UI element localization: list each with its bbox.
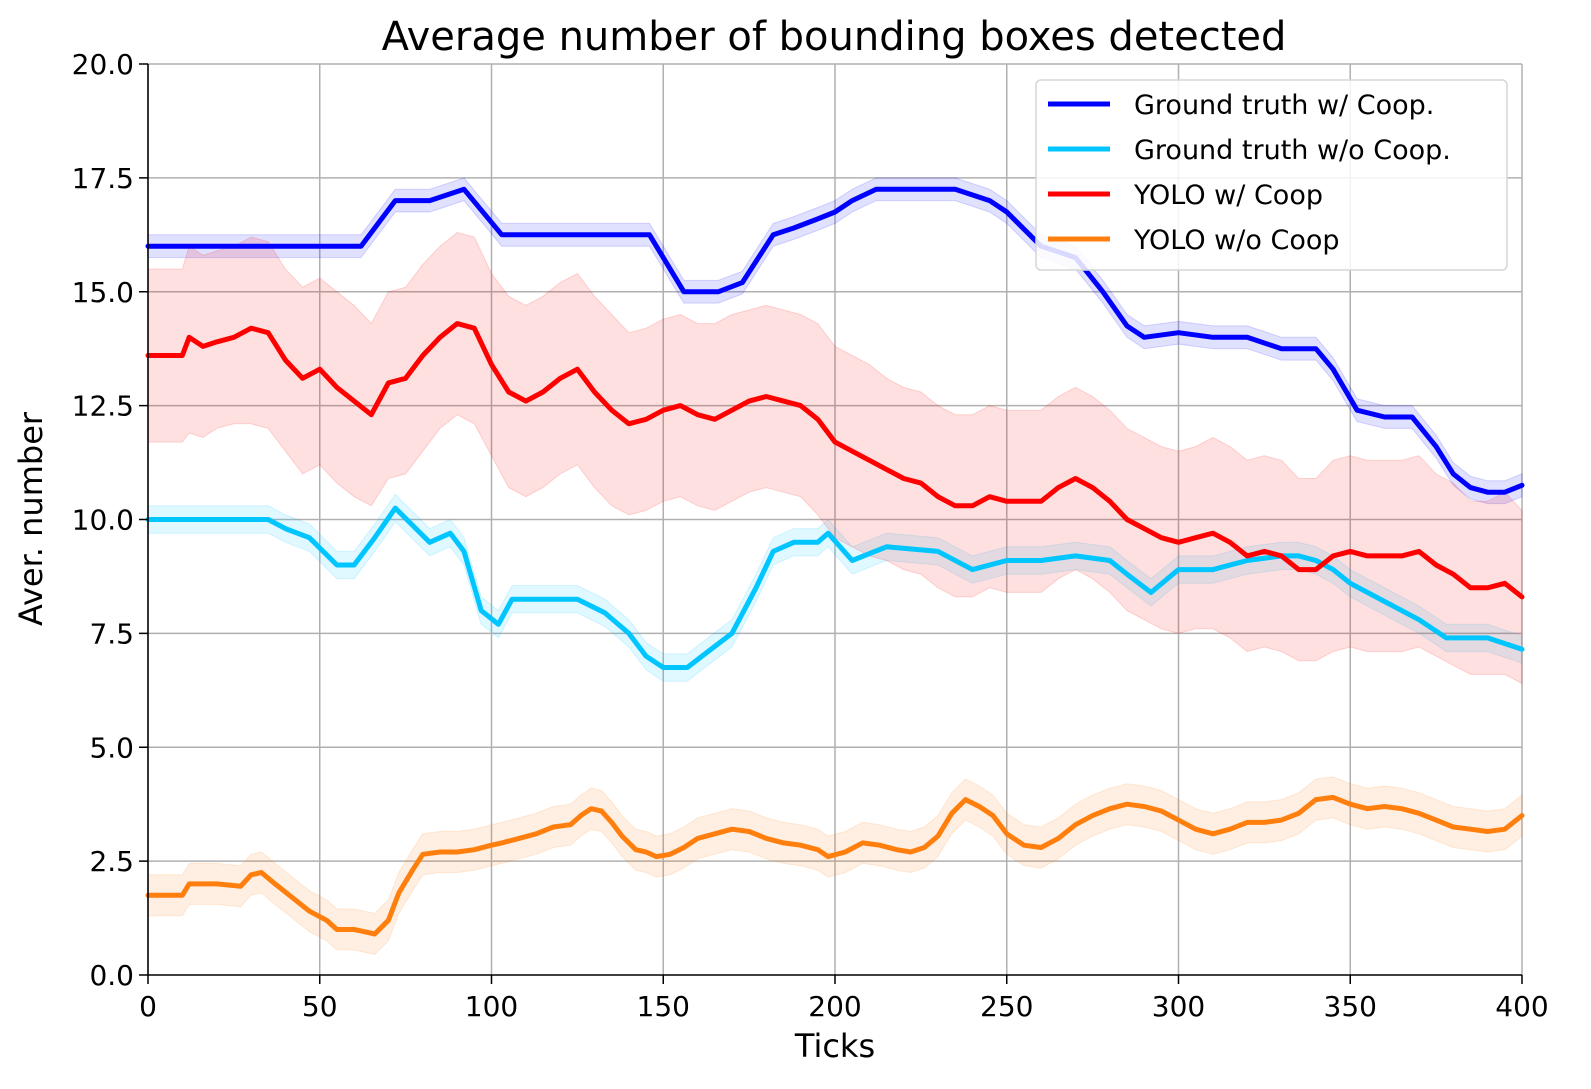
x-tick-label: 200 (808, 990, 861, 1023)
x-tick-label: 150 (637, 990, 690, 1023)
legend: Ground truth w/ Coop. Ground truth w/o Co… (1035, 79, 1508, 271)
x-tick-label: 100 (465, 990, 518, 1023)
legend-frame (1035, 79, 1508, 271)
y-tick-label: 7.5 (89, 617, 134, 650)
series-band-0 (147, 177, 1523, 505)
x-tick-label: 50 (302, 990, 338, 1023)
series-band-1 (147, 493, 1523, 682)
x-tick-label: 350 (1324, 990, 1377, 1023)
x-tick-label: 250 (980, 990, 1033, 1023)
y-tick-label: 20.0 (72, 48, 134, 81)
x-tick-label: 0 (139, 990, 157, 1023)
y-tick-label: 15.0 (72, 276, 134, 309)
y-tick-label: 17.5 (72, 162, 134, 195)
y-axis-label: Aver. number (12, 411, 50, 626)
y-axis-ticks: 0.0 2.5 5.0 7.5 10.0 12.5 15.0 17.5 20.0 (72, 48, 148, 992)
legend-label: Ground truth w/o Coop. (1134, 135, 1451, 166)
x-tick-label: 300 (1152, 990, 1205, 1023)
x-axis-label: Ticks (794, 1027, 875, 1065)
y-tick-label: 5.0 (89, 731, 134, 764)
series-line-2 (145, 321, 1525, 600)
x-axis-ticks: 0 50 100 150 200 250 300 350 400 (139, 975, 1549, 1023)
series-line-3 (145, 794, 1525, 937)
y-tick-label: 2.5 (89, 845, 134, 878)
legend-label: Ground truth w/ Coop. (1134, 90, 1434, 121)
legend-label: YOLO w/ Coop (1133, 180, 1323, 211)
y-tick-label: 12.5 (72, 390, 134, 423)
series-line-1 (145, 505, 1525, 670)
legend-label: YOLO w/o Coop (1133, 225, 1340, 256)
y-tick-label: 0.0 (89, 959, 134, 992)
chart-title: Average number of bounding boxes detecte… (382, 14, 1287, 60)
x-tick-label: 400 (1495, 990, 1548, 1023)
y-tick-label: 10.0 (72, 504, 134, 537)
